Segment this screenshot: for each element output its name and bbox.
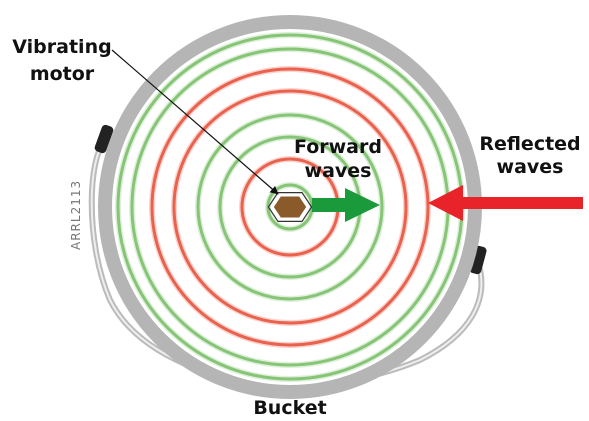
forward-label: Forward: [294, 136, 382, 158]
reflected-label: Reflected: [479, 133, 580, 155]
motor: [270, 193, 310, 221]
motor-outline: [267, 192, 313, 223]
forward-label: waves: [305, 160, 372, 182]
motor-label: motor: [30, 63, 95, 85]
pointer-line: [111, 49, 279, 195]
credit: ARRL2113: [69, 180, 83, 250]
wave-ring: [172, 89, 408, 325]
motor-label: Vibrating: [12, 36, 111, 58]
wave-ring: [196, 113, 384, 301]
handle-clip: [94, 124, 114, 154]
bucket-label: Bucket: [253, 397, 326, 419]
forward-arrow: [312, 188, 380, 222]
reflected-label: waves: [497, 156, 564, 178]
wave-ring: [150, 67, 430, 347]
reflected-arrow: [428, 185, 583, 221]
